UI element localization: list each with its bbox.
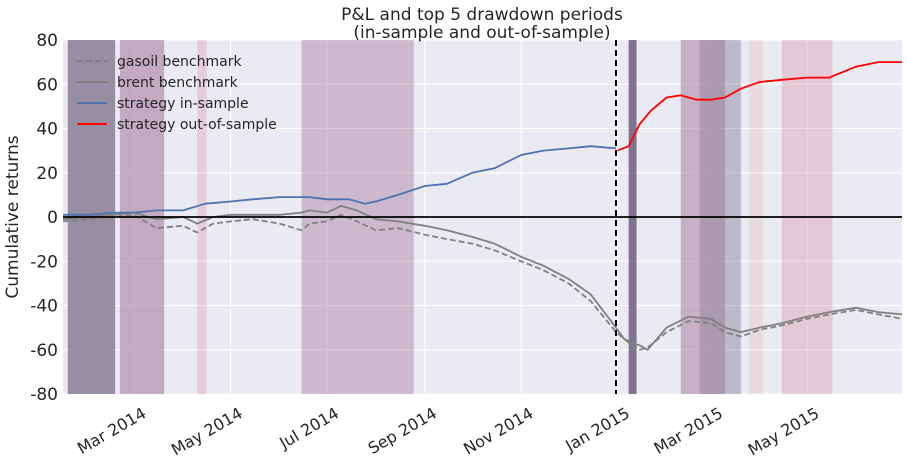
y-tick-label-3: -20 (30, 252, 58, 272)
legend-label-2: strategy in-sample (117, 96, 249, 112)
legend-label-1: brent benchmark (117, 75, 239, 91)
reference-lines (63, 40, 902, 394)
y-tick-label-6: 40 (36, 120, 58, 140)
x-tick-label-1: May 2014 (168, 403, 246, 459)
x-tick-labels: Mar 2014 May 2014 Jul 2014 Sep 2014 Nov 2014… (74, 403, 822, 459)
x-tick-label-6: Mar 2015 (651, 403, 726, 457)
y-tick-label-0: -80 (30, 385, 58, 405)
y-tick-labels: -80 -60 -40 -20 0 20 40 60 80 (30, 31, 58, 405)
y-axis-label: Cumulative returns (3, 135, 23, 298)
series-lines (62, 61, 903, 351)
series-line-0 (62, 213, 903, 351)
legend-label-0: gasoil benchmark (117, 54, 242, 70)
series-line-2 (63, 145, 617, 216)
chart-subtitle: (in-sample and out-of-sample) (353, 23, 610, 43)
y-tick-label-2: -40 (30, 297, 58, 317)
x-tick-label-4: Nov 2014 (460, 403, 536, 458)
legend-label-3: strategy out-of-sample (117, 117, 277, 133)
series-line-3 (617, 61, 902, 152)
x-tick-label-0: Mar 2014 (74, 403, 149, 457)
x-tick-label-7: May 2015 (745, 403, 823, 459)
y-tick-label-4: 0 (47, 208, 58, 228)
y-tick-label-5: 20 (36, 164, 58, 184)
x-tick-label-3: Sep 2014 (365, 403, 440, 457)
y-tick-label-1: -60 (30, 341, 58, 361)
y-tick-label-7: 60 (36, 75, 58, 95)
chart-title: P&L and top 5 drawdown periods (341, 5, 623, 25)
x-tick-label-5: Jan 2015 (561, 403, 632, 455)
legend: gasoil benchmark brent benchmark strategy … (77, 54, 277, 133)
x-tick-label-2: Jul 2014 (275, 403, 342, 453)
y-tick-label-8: 80 (36, 31, 58, 51)
